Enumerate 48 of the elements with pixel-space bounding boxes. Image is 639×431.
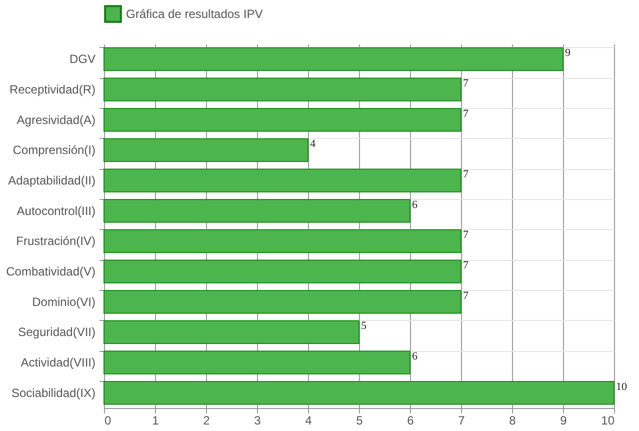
x-tick-label: 7 — [458, 414, 466, 428]
bar — [104, 229, 462, 254]
bar — [104, 198, 410, 223]
bar — [104, 108, 462, 132]
x-tick-label: 5 — [356, 414, 364, 428]
y-tick-label: DGV — [69, 52, 96, 66]
y-tick-label: Dominio(VI) — [32, 294, 96, 309]
x-tick-label: 8 — [509, 414, 516, 428]
data-label: 6 — [412, 350, 418, 362]
data-label: 7 — [463, 108, 469, 120]
data-label: 5 — [361, 320, 367, 332]
x-tick-label: 9 — [560, 414, 568, 428]
y-tick-label: Actividad(VIII) — [20, 356, 96, 370]
data-label: 4 — [310, 138, 316, 150]
bar — [104, 320, 360, 344]
data-label: 9 — [565, 47, 571, 60]
y-tick-label: Receptividad(R) — [9, 82, 96, 96]
bar — [104, 168, 462, 192]
bar — [104, 47, 564, 72]
data-label: 7 — [463, 78, 469, 90]
y-tick-label: Adaptabilidad(II) — [8, 174, 96, 188]
y-tick-label: Autocontrol(III) — [16, 204, 96, 218]
y-tick-label: Comprensión(I) — [12, 143, 96, 158]
x-tick-label: 3 — [254, 414, 262, 428]
x-tick-label: 2 — [203, 414, 210, 428]
bar — [104, 260, 462, 284]
data-label: 10 — [616, 380, 628, 393]
y-tick-label: Combatividad(V) — [6, 264, 96, 278]
y-tick-label: Sociabilidad(IX) — [11, 386, 96, 400]
data-label: 7 — [463, 168, 469, 180]
bar — [104, 78, 462, 102]
x-tick-label: 0 — [104, 414, 112, 428]
bar — [104, 138, 308, 162]
x-tick-label: 10 — [601, 414, 615, 428]
data-label: 7 — [463, 290, 469, 302]
bar — [104, 350, 410, 374]
y-tick-label: Frustración(IV) — [16, 234, 96, 248]
bar — [104, 380, 614, 405]
x-tick-label: 1 — [152, 414, 160, 428]
x-tick-label: 6 — [407, 414, 414, 428]
bar — [104, 290, 462, 314]
y-tick-label: Agresividad(A) — [16, 112, 96, 127]
y-tick-label: Seguridad(VII) — [18, 325, 96, 340]
data-label: 7 — [463, 260, 469, 272]
legend-label: Gráfica de resultados IPV — [126, 7, 263, 21]
data-label: 7 — [463, 229, 469, 242]
data-label: 6 — [412, 198, 418, 211]
x-tick-label: 4 — [305, 414, 312, 428]
